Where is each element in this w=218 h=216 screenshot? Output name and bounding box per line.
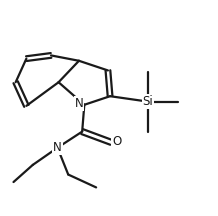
Text: N: N bbox=[75, 97, 83, 110]
Text: O: O bbox=[112, 135, 121, 148]
Text: N: N bbox=[53, 141, 62, 154]
Text: Si: Si bbox=[142, 95, 153, 108]
